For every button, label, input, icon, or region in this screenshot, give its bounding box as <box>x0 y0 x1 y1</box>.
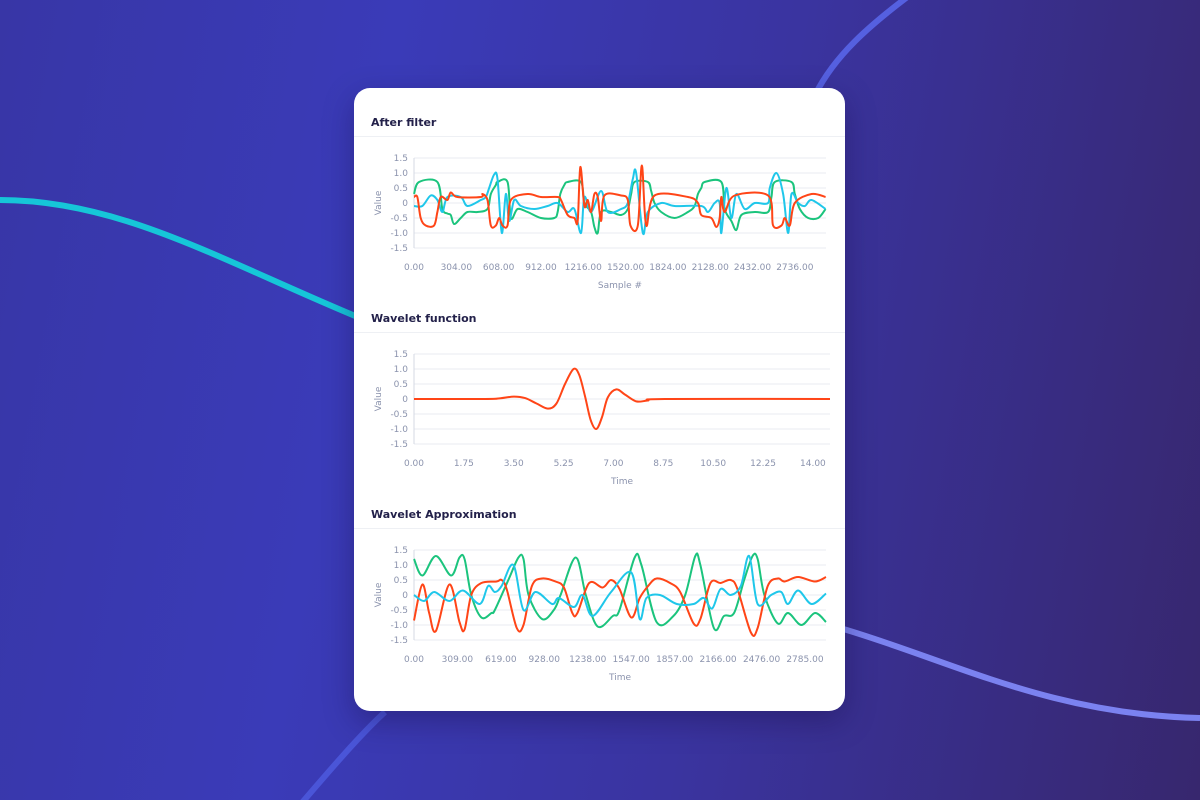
y-axis-title: Value <box>374 190 384 215</box>
blue-wave-decoration-right <box>839 625 1200 721</box>
x-tick-label: 928.00 <box>529 655 561 665</box>
blue-wave-decoration-top <box>812 0 909 97</box>
y-axis-title: Value <box>374 582 384 607</box>
y-tick-label: -1.5 <box>390 440 408 450</box>
x-tick-label: 1520.00 <box>607 263 644 273</box>
series-line-cyan <box>413 168 827 236</box>
y-tick-label: 0.5 <box>394 380 408 390</box>
x-tick-label: 2785.00 <box>786 655 823 665</box>
y-tick-label: -0.5 <box>390 410 408 420</box>
series-line-green <box>413 178 827 235</box>
blue-wave-decoration-bottom <box>300 709 388 800</box>
chart-title: After filter <box>371 116 437 129</box>
series-line-red <box>413 576 827 637</box>
y-tick-label: 1.5 <box>394 546 408 556</box>
x-tick-label: 0.00 <box>404 459 424 469</box>
y-tick-label: 0.5 <box>394 576 408 586</box>
y-tick-label: 0 <box>402 395 408 405</box>
divider <box>354 528 845 529</box>
y-tick-label: 1.0 <box>394 365 409 375</box>
x-tick-label: 2476.00 <box>743 655 780 665</box>
x-tick-label: 14.00 <box>800 459 826 469</box>
x-tick-label: 3.50 <box>504 459 524 469</box>
x-tick-label: 1.75 <box>454 459 474 469</box>
x-tick-label: 1824.00 <box>649 263 686 273</box>
y-tick-label: 0 <box>402 199 408 209</box>
x-tick-label: 10.50 <box>700 459 726 469</box>
x-tick-label: 619.00 <box>485 655 517 665</box>
x-tick-label: 1547.00 <box>613 655 650 665</box>
chart-section-wavelet-function: Wavelet function 1.5 1.0 0.5 0 -0.5 -1.0 -1.5 0… <box>354 284 845 487</box>
cyan-wave-decoration <box>0 197 363 321</box>
x-tick-label: 0.00 <box>404 263 424 273</box>
x-tick-label: 1857.00 <box>656 655 693 665</box>
chart-section-after-filter: After filter 1.5 1.0 0.5 0 -0.5 -1.0 -1.5 0.00 3… <box>354 88 845 291</box>
y-tick-label: -1.5 <box>390 636 408 646</box>
y-tick-label: -1.0 <box>390 621 408 631</box>
y-tick-label: 1.5 <box>394 350 408 360</box>
chart-section-wavelet-approximation: Wavelet Approximation 1.5 1.0 0.5 0 -0.5 -1.0… <box>354 480 845 683</box>
x-tick-label: 0.00 <box>404 655 424 665</box>
series-line-green <box>413 552 827 632</box>
x-tick-label: 5.25 <box>554 459 574 469</box>
series-line-cyan <box>413 554 827 621</box>
divider <box>354 332 845 333</box>
x-axis-title: Time <box>608 673 631 683</box>
chart-title: Wavelet Approximation <box>371 508 517 521</box>
y-tick-label: -1.0 <box>390 229 408 239</box>
x-tick-label: 2166.00 <box>699 655 736 665</box>
y-tick-label: -1.0 <box>390 425 408 435</box>
y-axis-title: Value <box>374 386 384 411</box>
x-tick-label: 2128.00 <box>692 263 729 273</box>
x-tick-label: 2432.00 <box>734 263 771 273</box>
y-tick-label: 0.5 <box>394 184 408 194</box>
series-line-red <box>413 367 831 431</box>
x-tick-label: 12.25 <box>750 459 776 469</box>
y-tick-label: -1.5 <box>390 244 408 254</box>
x-tick-label: 309.00 <box>442 655 474 665</box>
wavelet-approximation-chart: 1.5 1.0 0.5 0 -0.5 -1.0 -1.5 0.00 309.00 619.00 92… <box>374 546 827 683</box>
y-tick-label: 1.0 <box>394 169 409 179</box>
y-tick-label: -0.5 <box>390 214 408 224</box>
y-tick-label: 1.5 <box>394 154 408 164</box>
x-tick-label: 1238.00 <box>569 655 606 665</box>
x-tick-label: 304.00 <box>441 263 473 273</box>
x-tick-label: 2736.00 <box>776 263 813 273</box>
y-tick-label: 1.0 <box>394 561 409 571</box>
x-tick-label: 608.00 <box>483 263 515 273</box>
chart-title: Wavelet function <box>371 312 477 325</box>
y-tick-label: 0 <box>402 591 408 601</box>
wavelet-function-chart: 1.5 1.0 0.5 0 -0.5 -1.0 -1.5 0.00 1.75 3.50 5.25 7.… <box>374 350 831 487</box>
x-tick-label: 1216.00 <box>565 263 602 273</box>
x-tick-label: 912.00 <box>525 263 557 273</box>
y-tick-label: -0.5 <box>390 606 408 616</box>
x-axis-title: Sample # <box>598 281 642 291</box>
x-axis-title: Time <box>610 477 633 487</box>
series-line-red <box>413 164 826 233</box>
divider <box>354 136 845 137</box>
x-tick-label: 7.00 <box>603 459 623 469</box>
charts-card: After filter 1.5 1.0 0.5 0 -0.5 -1.0 -1.5 0.00 3… <box>354 88 845 711</box>
after-filter-chart: 1.5 1.0 0.5 0 -0.5 -1.0 -1.5 0.00 304.00 608.00 91… <box>374 154 827 291</box>
x-tick-label: 8.75 <box>653 459 673 469</box>
